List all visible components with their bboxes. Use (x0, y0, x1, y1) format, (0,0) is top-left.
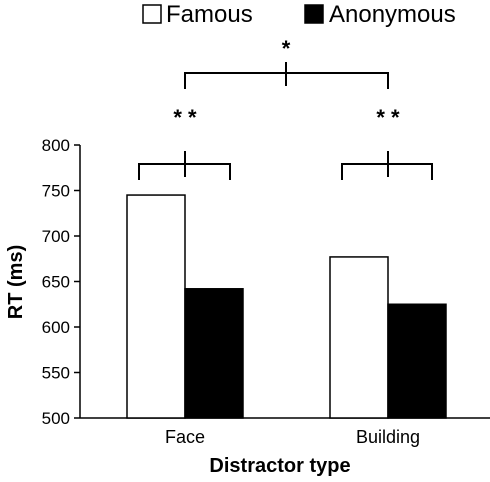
y-tick-label: 750 (42, 182, 70, 201)
y-ticks: 500 550 600 650 700 750 800 (42, 136, 80, 428)
bar-face-famous (126, 194, 186, 419)
x-tick-label-building: Building (356, 427, 420, 447)
legend: Famous Anonymous (142, 1, 456, 28)
significance-label-between: * (282, 36, 291, 61)
legend-swatch-anonymous (304, 4, 324, 24)
y-tick-label: 700 (42, 227, 70, 246)
x-axis-title: Distractor type (209, 455, 350, 477)
x-tick-label-face: Face (165, 427, 205, 447)
significance-label-face: * * (173, 105, 197, 130)
y-tick-label: 650 (42, 273, 70, 292)
bar-building-famous (329, 256, 389, 419)
significance-bracket-building (341, 151, 433, 180)
legend-label-anonymous: Anonymous (329, 1, 456, 28)
bar-face-anonymous (184, 288, 244, 419)
y-tick-label: 800 (42, 136, 70, 155)
y-tick-label: 600 (42, 318, 70, 337)
significance-bracket-face (138, 151, 231, 180)
significance-label-building: * * (376, 105, 400, 130)
y-tick-label: 500 (42, 409, 70, 428)
legend-label-famous: Famous (166, 1, 253, 28)
legend-swatch-famous (142, 4, 162, 24)
y-tick-label: 550 (42, 364, 70, 383)
bar-building-anonymous (387, 303, 447, 419)
significance-bracket-between (184, 62, 389, 89)
bars (126, 194, 447, 419)
y-axis-title: RT (ms) (5, 245, 27, 319)
